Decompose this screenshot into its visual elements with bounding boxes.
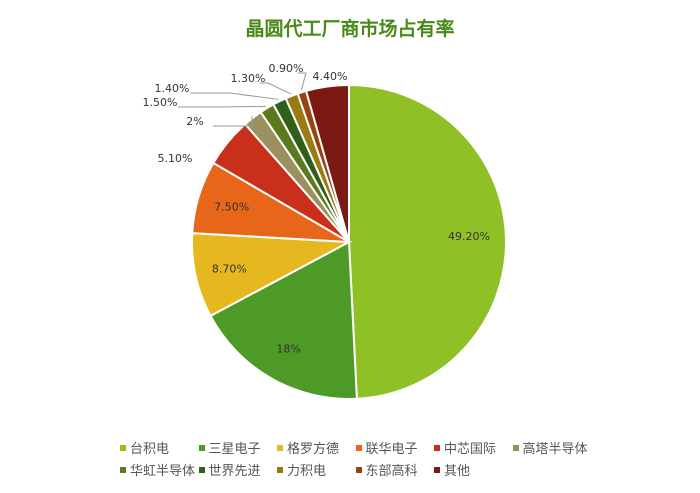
data-label: 4.40% (313, 70, 348, 83)
legend-label: 中芯国际 (444, 442, 497, 457)
legend-label: 高塔半导体 (522, 442, 588, 457)
legend-item[interactable]: 联华电子 (355, 438, 418, 457)
legend-label: 台积电 (130, 442, 170, 457)
legend-swatch (277, 444, 283, 451)
legend-label: 格罗方德 (287, 442, 340, 457)
data-label: 18% (276, 343, 300, 356)
legend-label: 其他 (444, 464, 471, 479)
data-label: 1.30% (231, 72, 266, 85)
data-label: 8.70% (212, 262, 247, 275)
data-label: 2% (186, 115, 203, 128)
data-label: 7.50% (214, 201, 249, 214)
leader-line (298, 72, 307, 91)
chart-title: 晶圆代工厂商市场占有率 (245, 18, 455, 40)
legend-label: 联华电子 (365, 442, 418, 457)
leader-line (178, 105, 266, 108)
legend-item[interactable]: 中芯国际 (434, 438, 496, 457)
legend-item[interactable]: 力积电 (277, 460, 326, 479)
leader-line (190, 92, 279, 100)
legend-swatch (355, 444, 362, 451)
data-label: 0.90% (269, 62, 304, 75)
legend-item[interactable]: 华虹半导体 (120, 460, 195, 479)
legend-item[interactable]: 台积电 (120, 438, 169, 457)
pie-slice (191, 232, 353, 318)
legend-swatch (434, 466, 440, 473)
data-label: 5.10% (158, 152, 193, 165)
legend-label: 华虹半导体 (130, 464, 196, 479)
pie-slice (304, 83, 350, 243)
legend-swatch (355, 466, 362, 473)
legend-swatch (512, 444, 519, 451)
pie-slice (348, 83, 508, 400)
legend-item[interactable]: 世界先进 (198, 460, 261, 479)
legend-label: 世界先进 (208, 464, 261, 479)
legend-label: 三星电子 (208, 442, 261, 457)
legend-item[interactable]: 高塔半导体 (512, 438, 588, 457)
legend-swatch (120, 466, 126, 473)
legend-label: 东部高科 (365, 464, 418, 479)
legend-label: 力积电 (287, 464, 327, 479)
legend-swatch (198, 466, 205, 473)
legend-item[interactable]: 其他 (434, 460, 470, 479)
data-label: 49.20% (448, 230, 490, 243)
legend-item[interactable]: 东部高科 (355, 460, 418, 479)
legend-swatch (277, 466, 283, 473)
leader-line (213, 116, 254, 127)
data-label: 1.40% (155, 82, 190, 95)
legend-item[interactable]: 三星电子 (198, 438, 261, 457)
leader-line (260, 82, 292, 95)
legend-item[interactable]: 格罗方德 (277, 438, 339, 457)
pie-slice (209, 240, 358, 400)
legend-swatch (434, 444, 440, 451)
legend-swatch (198, 444, 205, 451)
legend-swatch (120, 444, 126, 451)
data-label: 1.50% (143, 96, 178, 109)
